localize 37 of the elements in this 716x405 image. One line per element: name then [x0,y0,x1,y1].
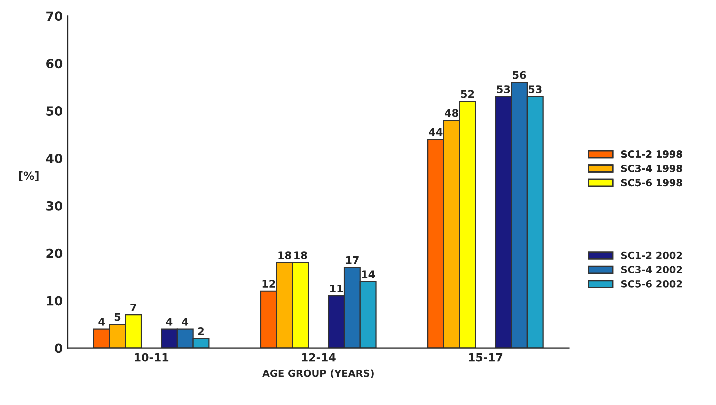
data-label: 53 [528,86,542,94]
legend-label: SC3-4 1998 [621,164,682,172]
data-label: 53 [497,86,510,94]
data-label: 12 [262,280,276,288]
y-tick-label: 50 [46,106,63,116]
data-label: 5 [114,313,121,322]
legend-label: SC5-6 1998 [621,179,682,187]
legend-label: SC1-2 1998 [621,150,682,158]
y-tick-label: 0 [55,344,63,354]
x-tick-label: 12-14 [302,353,336,362]
data-label: 7 [130,304,136,312]
data-label: 11 [330,284,344,293]
x-axis-title: AGE GROUP (YEARS) [262,370,374,378]
data-label: 17 [346,256,359,264]
data-label: 2 [198,328,204,336]
legend-label: SC5-6 2002 [621,280,682,288]
data-label: 52 [461,90,474,98]
y-axis-title: [%] [19,171,39,182]
y-tick-label: 70 [46,12,63,22]
y-tick-label: 20 [46,248,63,258]
y-tick-label: 10 [47,296,63,306]
data-label: 48 [445,109,458,118]
legend-label: SC1-2 2002 [621,252,682,260]
data-label: 18 [278,252,292,260]
data-label: 4 [98,318,105,326]
data-label: 14 [362,270,376,278]
y-tick-label: 40 [46,154,63,164]
y-tick-label: 60 [46,59,63,69]
data-label: 4 [182,318,189,326]
x-tick-label: 15-17 [469,354,503,362]
y-tick-label: 30 [46,201,63,211]
legend-label: SC3-4 2002 [621,266,682,274]
x-tick-label: 10-11 [135,353,169,362]
data-label: 18 [294,252,308,260]
data-label: 4 [166,318,173,326]
data-label: 44 [429,128,443,136]
data-label: 56 [513,71,526,80]
